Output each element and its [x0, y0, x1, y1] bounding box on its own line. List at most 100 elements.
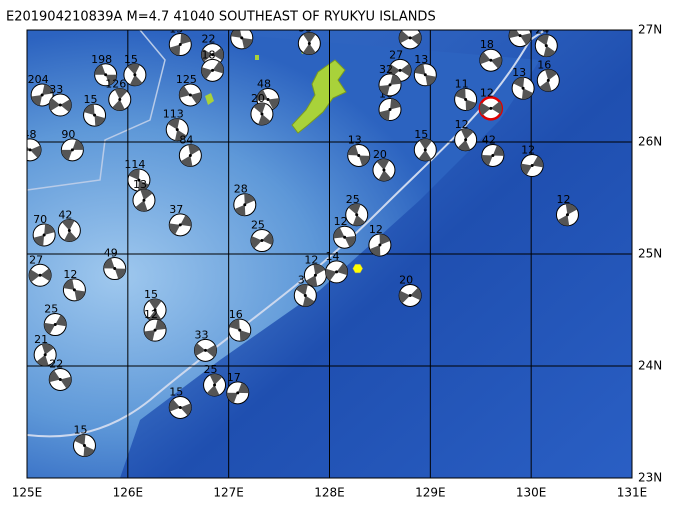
beachball-quadrant [379, 98, 401, 121]
beachball: 42 [481, 133, 505, 167]
depth-label: 113 [163, 108, 184, 121]
beachball-quadrant [169, 33, 191, 56]
beachball-center [491, 153, 495, 157]
beachball: 42 [57, 208, 81, 242]
depth-label: 16 [229, 308, 243, 321]
beachball: 27 [28, 253, 52, 287]
beachball: 20 [372, 148, 396, 182]
beachball-quadrant [33, 224, 55, 246]
depth-label: 12 [455, 118, 469, 131]
depth-label: 48 [257, 77, 271, 90]
beachball-quadrant [148, 299, 162, 322]
depth-label: 15 [73, 424, 87, 437]
beachball-center [423, 73, 427, 77]
beachball: 33 [193, 328, 217, 362]
beachball-quadrant [509, 30, 532, 45]
depth-label: 15 [414, 128, 428, 141]
beachball-quadrant [144, 319, 166, 341]
beachball-center [28, 148, 32, 152]
beachball-center [113, 267, 117, 271]
beachball: 113 [163, 108, 189, 142]
depth-label: 70 [33, 213, 47, 226]
beachball-center [178, 223, 182, 227]
depth-label: 13 [348, 133, 362, 146]
beachball: 12 [333, 215, 357, 249]
beachball-center [357, 153, 361, 157]
beachball: 12 [520, 144, 544, 178]
beachball-center [133, 73, 137, 77]
beachball-center [42, 233, 46, 237]
depth-label: 21 [509, 14, 523, 27]
depth-label: 20 [373, 148, 387, 161]
beachball-quadrant [63, 279, 86, 301]
beachball: 12 [555, 193, 579, 227]
depth-label: 24 [535, 24, 549, 37]
beachball: 15 [123, 53, 147, 87]
beachball: 15 [168, 385, 192, 419]
beachball-center [398, 68, 402, 72]
depth-label: 18 [480, 38, 494, 51]
beachball-center [238, 328, 242, 332]
depth-label: 12 [334, 215, 348, 228]
beachball-center [464, 138, 468, 142]
beachball: 13 [413, 53, 437, 87]
beachball: 22 [48, 357, 72, 391]
beachball-center [211, 68, 215, 72]
beachball-quadrant [234, 193, 255, 216]
depth-label: 17 [227, 371, 241, 384]
beachball: 11 [454, 77, 478, 111]
islet [205, 46, 307, 105]
depth-label: 11 [455, 77, 469, 90]
beachball: 204 [28, 73, 54, 107]
beachball-center [188, 153, 192, 157]
beachball-quadrant [112, 88, 128, 111]
depth-label: 21 [34, 333, 48, 346]
beachball-center [546, 78, 550, 82]
depth-label: 12 [304, 253, 318, 266]
beachball-quadrant [303, 32, 316, 55]
y-tick-label: 23N [638, 471, 662, 485]
beachball-quadrant [414, 63, 437, 86]
beachball: 13 [347, 133, 371, 167]
depth-label: 16 [537, 58, 551, 71]
beachball-center [58, 377, 62, 381]
depth-label: 15 [144, 288, 158, 301]
beachball: 70 [32, 213, 56, 247]
beachball-center [236, 391, 240, 395]
beachball: 12 [368, 223, 392, 257]
beachball: 33 [48, 83, 72, 117]
depth-label: 148 [16, 128, 37, 141]
beachball: 25 [43, 303, 67, 337]
beachball: 198 [91, 53, 118, 87]
beachball-center [343, 235, 347, 239]
depth-label: 25 [251, 219, 265, 232]
depth-label: 28 [234, 183, 248, 196]
beachball-quadrant [348, 203, 366, 226]
depth-label: 12 [521, 144, 535, 157]
x-tick-label: 130E [516, 486, 547, 500]
map-frame [26, 29, 633, 479]
beachball-center [423, 148, 427, 152]
beachball: 12 [62, 268, 86, 302]
depth-label: 32 [379, 63, 393, 76]
beachball: 20 [250, 92, 274, 126]
depth-label: 13 [133, 178, 147, 191]
beachball-quadrant [61, 219, 77, 242]
beachball: 12 [143, 308, 167, 342]
depth-label: 13 [414, 53, 428, 66]
beachball: 16 [536, 58, 560, 92]
depth-label: 14 [326, 250, 340, 263]
beachball-center [153, 328, 157, 332]
beachball-center [40, 93, 44, 97]
depth-label: 53 [298, 21, 312, 34]
depth-label: 33 [194, 328, 208, 341]
beachball: 49 [103, 247, 127, 281]
beachball-center [104, 73, 108, 77]
x-tick-label: 131E [617, 486, 648, 500]
beachball: 12 [478, 86, 504, 121]
beachball-quadrant [167, 118, 187, 141]
depth-label: 15 [84, 93, 98, 106]
depth-label: 25 [346, 193, 360, 206]
